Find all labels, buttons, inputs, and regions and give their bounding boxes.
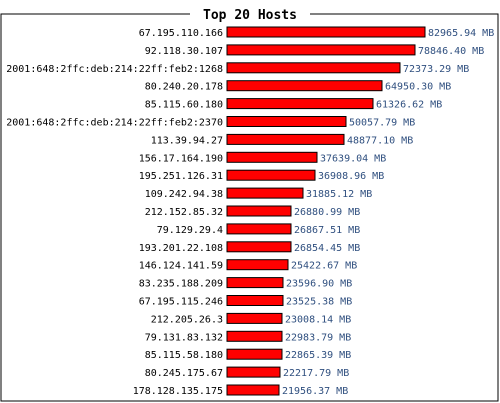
value-label: 50057.79 MB	[349, 118, 415, 129]
host-label: 85.115.60.180	[145, 100, 223, 111]
value-label: 61326.62 MB	[376, 100, 442, 111]
bar	[226, 277, 284, 289]
bar	[226, 348, 283, 360]
value-label: 31885.12 MB	[306, 189, 372, 200]
host-label: 67.195.110.166	[139, 28, 223, 39]
host-label: 79.129.29.4	[157, 225, 223, 236]
host-label: 79.131.83.132	[145, 332, 223, 343]
host-label: 83.235.188.209	[139, 279, 223, 290]
bar	[226, 169, 316, 181]
bar	[226, 98, 374, 110]
value-label: 78846.40 MB	[418, 46, 484, 57]
value-label: 82965.94 MB	[428, 28, 494, 39]
value-label: 72373.29 MB	[403, 64, 469, 75]
value-label: 22983.79 MB	[285, 332, 351, 343]
bar	[226, 384, 280, 396]
host-label: 85.115.58.180	[145, 350, 223, 361]
value-label: 37639.04 MB	[320, 153, 386, 164]
value-label: 23008.14 MB	[285, 314, 351, 325]
host-label: 178.128.135.175	[133, 386, 223, 397]
bar	[226, 295, 284, 306]
value-label: 23596.90 MB	[286, 279, 352, 290]
bar	[226, 205, 292, 217]
value-label: 64950.30 MB	[385, 82, 451, 93]
host-label: 195.251.126.31	[139, 171, 223, 182]
bar	[226, 330, 283, 342]
host-label: 2001:648:2ffc:deb:214:22ff:feb2:2370	[6, 118, 223, 129]
bar	[226, 133, 345, 145]
bar	[226, 80, 383, 92]
value-label: 26880.99 MB	[294, 207, 360, 218]
host-label: 92.118.30.107	[145, 46, 223, 57]
bar	[226, 116, 347, 127]
host-label: 67.195.115.246	[139, 297, 223, 308]
chart-title: Top 20 Hosts	[203, 8, 297, 23]
host-label: 156.17.164.190	[139, 153, 223, 164]
bar	[226, 241, 292, 253]
bar	[226, 223, 292, 235]
value-label: 22217.79 MB	[283, 368, 349, 379]
bar	[226, 366, 281, 378]
title-background	[190, 6, 310, 22]
host-label: 113.39.94.27	[151, 135, 223, 146]
value-label: 26854.45 MB	[294, 243, 360, 254]
host-label: 80.245.175.67	[145, 368, 223, 379]
host-label: 193.201.22.108	[139, 243, 223, 254]
host-label: 109.242.94.38	[145, 189, 223, 200]
host-label: 2001:648:2ffc:deb:214:22ff:feb2:1268	[6, 64, 223, 75]
bar	[226, 44, 416, 56]
bar	[226, 151, 318, 163]
host-label: 212.152.85.32	[145, 207, 223, 218]
host-label: 146.124.141.59	[139, 261, 223, 272]
bar	[226, 187, 304, 199]
value-label: 48877.10 MB	[347, 135, 413, 146]
value-label: 26867.51 MB	[294, 225, 360, 236]
bar	[226, 259, 289, 271]
value-label: 22865.39 MB	[285, 350, 351, 361]
value-label: 21956.37 MB	[282, 386, 348, 397]
value-label: 23525.38 MB	[286, 297, 352, 308]
value-label: 36908.96 MB	[318, 171, 384, 182]
host-label: 212.205.26.3	[151, 314, 223, 325]
host-label: 80.240.20.178	[145, 82, 223, 93]
bar-series: 67.195.110.166 82965.94 MB 92.118.30.107 78…	[6, 26, 494, 397]
bar	[226, 26, 426, 38]
bar	[226, 312, 283, 324]
value-label: 25422.67 MB	[291, 261, 357, 272]
bar	[226, 62, 401, 74]
